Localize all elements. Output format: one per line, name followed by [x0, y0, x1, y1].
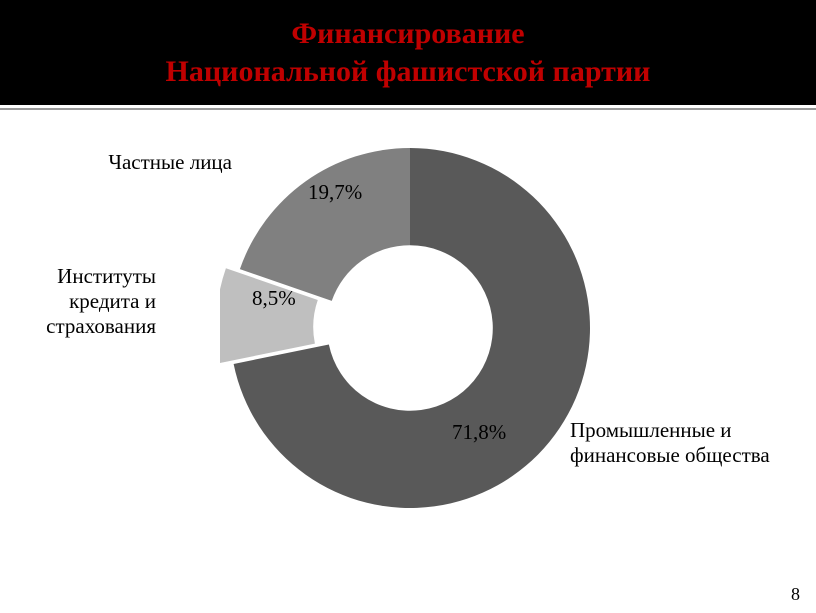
label-credit: Институты кредита и страхования	[16, 264, 156, 340]
chart-area: Частные лица Институты кредита и страхов…	[0, 108, 816, 613]
donut-chart	[220, 138, 600, 518]
slide-title: Финансирование Национальной фашистской п…	[166, 15, 651, 90]
title-line-1: Финансирование	[291, 17, 524, 50]
page-number: 8	[791, 584, 800, 605]
slide-header: Финансирование Национальной фашистской п…	[0, 0, 816, 108]
label-industrial: Промышленные и финансовые общества	[570, 418, 790, 468]
label-private: Частные лица	[62, 150, 232, 175]
pct-credit: 8,5%	[252, 286, 296, 311]
donut-slice	[240, 148, 410, 301]
pct-private: 19,7%	[308, 180, 362, 205]
title-line-2: Национальной фашистской партии	[166, 55, 651, 88]
pct-industrial: 71,8%	[452, 420, 506, 445]
